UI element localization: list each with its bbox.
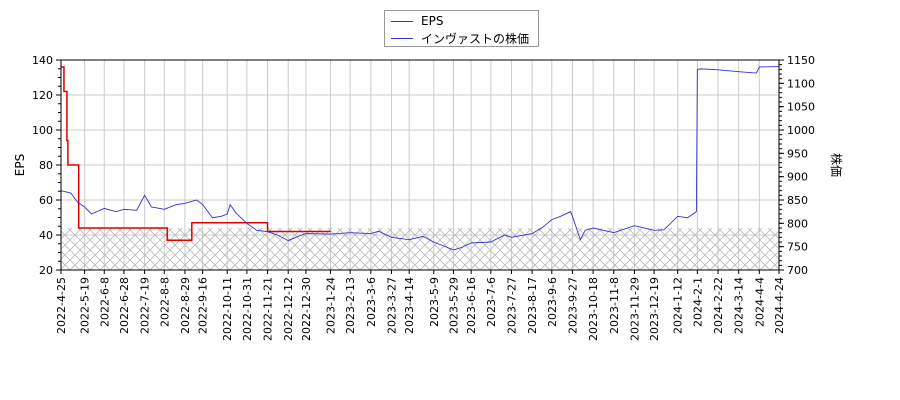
x-tick-label: 2023-7-6	[485, 277, 498, 327]
x-tick-label: 2022-6-28	[118, 277, 131, 334]
legend-item-stock-price: インヴァストの株価	[391, 30, 529, 46]
right-y-tick-label: 700	[787, 264, 808, 277]
x-tick-label: 2024-4-24	[773, 277, 786, 334]
right-y-tick-label: 800	[787, 217, 808, 230]
x-tick-label: 2023-4-14	[403, 277, 416, 334]
x-tick-label: 2022-10-31	[241, 277, 254, 341]
legend-swatch-stock-price	[391, 37, 413, 39]
x-tick-label: 2023-3-27	[385, 277, 398, 334]
right-y-tick-label: 850	[787, 194, 808, 207]
x-tick-label: 2024-4-4	[753, 277, 766, 327]
hatched-region	[61, 228, 779, 270]
x-axis: 2022-4-25 2022-5-19 2022-6-8 2022-6-28 2022-…	[55, 270, 786, 341]
x-tick-label: 2023-9-6	[546, 277, 559, 327]
legend-label-eps: EPS	[421, 14, 444, 28]
x-tick-label: 2023-12-19	[648, 277, 661, 341]
legend: EPS インヴァストの株価	[384, 10, 539, 47]
x-tick-label: 2024-2-22	[712, 277, 725, 334]
x-tick-label: 2024-3-14	[733, 277, 746, 334]
legend-swatch-eps	[391, 20, 413, 22]
x-tick-label: 2023-6-16	[465, 277, 478, 334]
x-tick-label: 2022-8-29	[179, 277, 192, 334]
legend-item-eps: EPS	[391, 13, 443, 29]
series-layer	[61, 66, 779, 251]
x-tick-label: 2023-8-17	[526, 277, 539, 334]
x-tick-label: 2023-5-29	[447, 277, 460, 334]
left-axis-title: EPS	[13, 154, 27, 176]
left-y-axis: 20 40 60 80 100 120 140	[32, 54, 61, 277]
right-y-tick-label: 950	[787, 147, 808, 160]
left-y-tick-label: 60	[39, 194, 53, 207]
right-y-tick-label: 750	[787, 241, 808, 254]
x-tick-label: 2023-7-27	[505, 277, 518, 334]
right-y-tick-label: 900	[787, 171, 808, 184]
right-y-axis: 700 750 800 850 900 950 1000 1050 1100 1150	[779, 54, 815, 277]
right-y-tick-label: 1050	[787, 101, 815, 114]
left-y-tick-label: 140	[32, 54, 53, 67]
x-tick-label: 2022-9-16	[197, 277, 210, 334]
x-tick-label: 2022-4-25	[55, 277, 68, 334]
left-y-tick-label: 100	[32, 124, 53, 137]
x-tick-label: 2023-11-8	[608, 277, 621, 334]
x-tick-label: 2022-6-8	[98, 277, 111, 327]
x-tick-label: 2022-12-30	[300, 277, 313, 341]
x-tick-label: 2022-8-8	[158, 277, 171, 327]
legend-label-stock-price: インヴァストの株価	[421, 31, 530, 46]
right-y-tick-label: 1000	[787, 124, 815, 137]
x-tick-label: 2023-11-29	[628, 277, 641, 341]
x-tick-label: 2022-11-21	[262, 277, 275, 341]
left-y-tick-label: 120	[32, 89, 53, 102]
eps-line	[61, 66, 331, 241]
x-tick-label: 2022-12-12	[282, 277, 295, 341]
x-tick-label: 2023-10-18	[587, 277, 600, 341]
x-tick-label: 2023-2-13	[344, 277, 357, 334]
x-tick-label: 2023-5-9	[428, 277, 441, 327]
right-y-tick-label: 1100	[787, 77, 815, 90]
x-tick-label: 2022-7-19	[139, 277, 152, 334]
x-tick-label: 2022-5-19	[79, 277, 92, 334]
right-y-tick-label: 1150	[787, 54, 815, 67]
right-axis-title: 株価	[829, 153, 844, 177]
left-y-tick-label: 40	[39, 229, 53, 242]
left-y-tick-label: 80	[39, 159, 53, 172]
x-tick-label: 2023-3-6	[365, 277, 378, 327]
x-tick-label: 2023-1-24	[324, 277, 337, 334]
x-tick-label: 2023-9-27	[566, 277, 579, 334]
x-tick-label: 2024-2-1	[691, 277, 704, 327]
stock-price-line	[61, 66, 779, 251]
left-y-tick-label: 20	[39, 264, 53, 277]
x-tick-label: 2024-1-12	[672, 277, 685, 334]
x-tick-label: 2022-10-11	[221, 277, 234, 341]
